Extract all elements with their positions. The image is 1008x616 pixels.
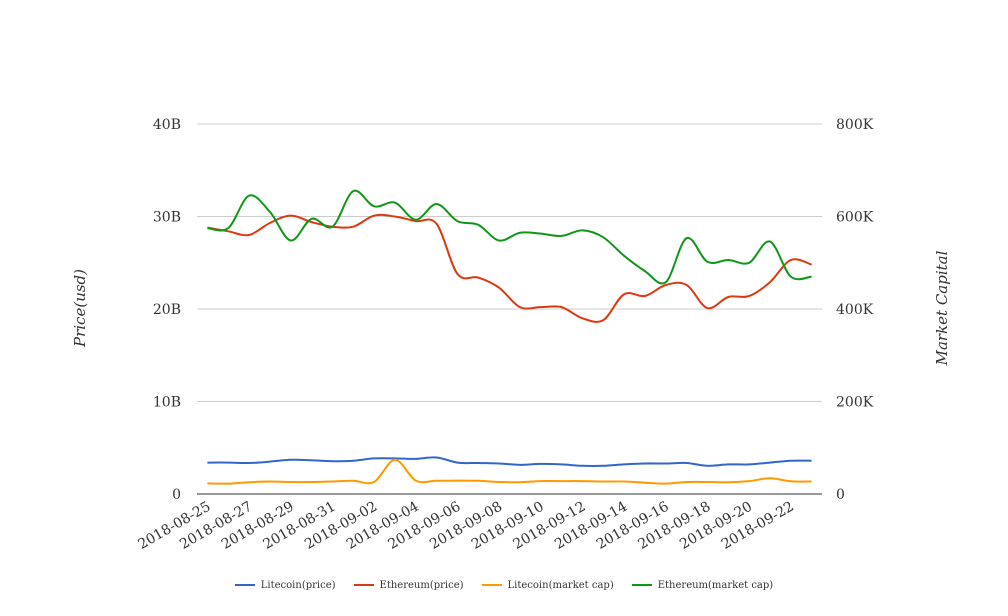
legend-label: Litecoin(price)	[260, 579, 336, 591]
legend-item-litecoin-price[interactable]: Litecoin(price)	[234, 579, 336, 591]
legend-label: Ethereum(price)	[379, 579, 464, 591]
legend-label: Ethereum(market cap)	[657, 579, 774, 591]
y2-axis-title: Market Capital	[933, 250, 951, 366]
gridlines	[197, 123, 822, 495]
series-line-litecoin-market-cap	[207, 458, 812, 485]
series-line-litecoin-price	[207, 456, 812, 467]
legend-swatch	[353, 584, 374, 586]
legend-item-litecoin-market-cap[interactable]: Litecoin(market cap)	[481, 579, 614, 591]
series-line-ethereum-price	[207, 213, 812, 323]
series-lines	[207, 189, 812, 485]
x-axis-ticks: 2018-08-252018-08-272018-08-292018-08-31…	[136, 499, 797, 553]
series-line-ethereum-market-cap	[207, 189, 812, 285]
y2-tick-label: 600K	[836, 210, 874, 226]
y2-tick-label: 200K	[836, 395, 874, 411]
legend-swatch	[481, 584, 502, 586]
left-axis-ticks: 0 10B 20B 30B 40B	[153, 117, 181, 503]
legend-swatch	[234, 584, 255, 586]
y2-tick-label: 800K	[836, 117, 874, 133]
y-axis-title: Price(usd)	[71, 269, 89, 348]
y-tick-label: 10B	[153, 395, 181, 411]
legend-label: Litecoin(market cap)	[507, 579, 614, 591]
y-tick-label: 0	[172, 487, 181, 503]
legend-swatch	[631, 584, 652, 586]
y-tick-label: 30B	[153, 210, 181, 226]
y-tick-label: 40B	[153, 117, 181, 133]
line-chart: 0 10B 20B 30B 40B 0 200K 400K 600K 800K 2018-08-…	[71, 117, 951, 553]
y-tick-label: 20B	[153, 302, 181, 318]
chart-legend: Litecoin(price) Ethereum(price) Litecoin(m…	[0, 576, 1008, 594]
legend-item-ethereum-market-cap[interactable]: Ethereum(market cap)	[631, 579, 774, 591]
y2-tick-label: 0	[836, 487, 845, 503]
right-axis-ticks: 0 200K 400K 600K 800K	[836, 117, 874, 503]
legend-item-ethereum-price[interactable]: Ethereum(price)	[353, 579, 464, 591]
y2-tick-label: 400K	[836, 302, 874, 318]
